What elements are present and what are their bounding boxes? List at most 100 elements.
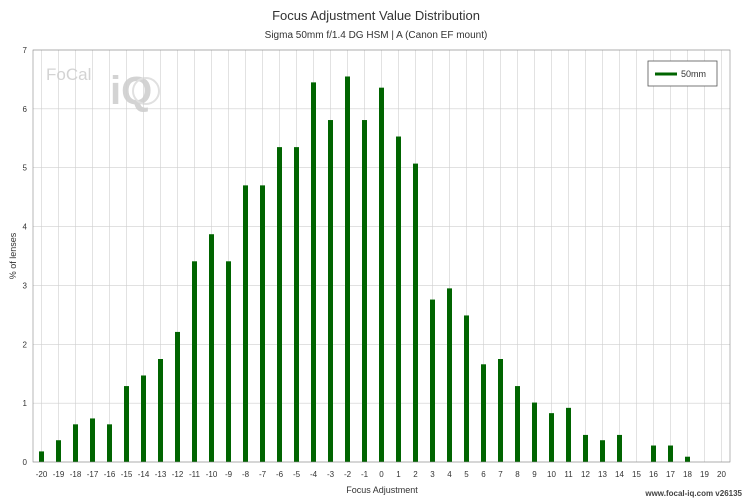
x-tick-labels: -20 -19 -18 -17 -16 -15 -14 -13 -12 -11 -10 -9 -8 -7-…	[36, 470, 727, 479]
bar-5	[464, 315, 469, 462]
bar--8	[243, 185, 248, 462]
x-tick-label: 16	[649, 470, 658, 479]
bar--17	[90, 418, 95, 462]
bar--20	[39, 451, 44, 462]
bar-series	[39, 76, 690, 462]
x-tick-label: 14	[615, 470, 624, 479]
x-tick-label: 3	[430, 470, 435, 479]
y-tick-label: 2	[23, 340, 28, 349]
bar--7	[260, 185, 265, 462]
footer-watermark: www.focal-iq.com v26135	[644, 489, 742, 498]
bar--3	[328, 120, 333, 462]
bar--13	[158, 359, 163, 462]
bar-2	[413, 163, 418, 462]
bar-14	[617, 434, 622, 462]
bar-18	[685, 456, 690, 462]
x-tick-label: -9	[225, 470, 233, 479]
legend: 50mm	[647, 60, 718, 87]
bar--10	[209, 234, 214, 462]
x-tick-label: -14	[138, 470, 150, 479]
bar-12	[583, 434, 588, 462]
x-tick-label: -16	[104, 470, 116, 479]
x-tick-label: 9	[532, 470, 537, 479]
x-tick-label: 0	[379, 470, 384, 479]
legend-label: 50mm	[681, 69, 706, 79]
x-tick-label: 12	[581, 470, 590, 479]
chart-subtitle: Sigma 50mm f/1.4 DG HSM | A (Canon EF mo…	[265, 30, 488, 41]
bar-7	[498, 359, 503, 462]
y-tick-label: 6	[23, 105, 28, 114]
x-tick-label: 5	[464, 470, 469, 479]
bar--19	[56, 440, 61, 462]
x-tick-label: 7	[498, 470, 503, 479]
x-tick-label: -11	[189, 470, 201, 479]
x-tick-label: 8	[515, 470, 520, 479]
bar-17	[668, 445, 673, 462]
bar--1	[362, 120, 367, 462]
bar--16	[107, 424, 112, 462]
bar--14	[141, 375, 146, 462]
bar--12	[175, 331, 180, 462]
bar--5	[294, 147, 299, 462]
bar-11	[566, 407, 571, 462]
bar--15	[124, 386, 129, 462]
x-tick-label: -18	[70, 470, 82, 479]
x-tick-label: -8	[242, 470, 250, 479]
bar-8	[515, 386, 520, 462]
bar-16	[651, 445, 656, 462]
bar--6	[277, 147, 282, 462]
bar-9	[532, 402, 537, 462]
bar-3	[430, 299, 435, 462]
x-tick-label: 10	[547, 470, 556, 479]
bar-6	[481, 364, 486, 462]
x-tick-label: -7	[259, 470, 267, 479]
x-tick-label: 1	[396, 470, 401, 479]
focal-iq-logo: FoCal iQ	[46, 65, 160, 113]
y-tick-label: 0	[23, 458, 28, 467]
x-tick-label: -2	[344, 470, 352, 479]
logo-text-iq: iQ	[110, 69, 152, 113]
x-tick-label: -3	[327, 470, 335, 479]
bar--4	[311, 82, 316, 462]
x-tick-label: -15	[121, 470, 133, 479]
bar--18	[73, 424, 78, 462]
x-tick-label: -19	[53, 470, 65, 479]
x-tick-label: -4	[310, 470, 318, 479]
x-tick-label: -13	[155, 470, 167, 479]
x-tick-label: 2	[413, 470, 418, 479]
plot-area-frame	[32, 49, 731, 463]
x-tick-label: -12	[172, 470, 184, 479]
bar-0	[379, 87, 384, 462]
bar--9	[226, 261, 231, 462]
x-tick-label: -1	[361, 470, 369, 479]
x-tick-label: 19	[700, 470, 709, 479]
y-tick-label: 3	[23, 281, 28, 290]
x-tick-label: -6	[276, 470, 284, 479]
x-tick-label: 20	[717, 470, 726, 479]
x-tick-label: -10	[206, 470, 218, 479]
x-tick-label: 17	[666, 470, 675, 479]
bar-4	[447, 288, 452, 462]
chart-title: Focus Adjustment Value Distribution	[272, 8, 480, 23]
x-tick-label: 13	[598, 470, 607, 479]
x-tick-label: 18	[683, 470, 692, 479]
y-axis-label: % of lenses	[8, 232, 18, 279]
x-tick-label: 6	[481, 470, 486, 479]
bar-13	[600, 440, 605, 462]
x-tick-label: -20	[36, 470, 48, 479]
logo-lens-circle	[132, 77, 160, 105]
bar--11	[192, 261, 197, 462]
x-axis-label: Focus Adjustment	[346, 485, 418, 495]
x-tick-label: -5	[293, 470, 301, 479]
bar-1	[396, 136, 401, 462]
y-tick-label: 1	[23, 399, 28, 408]
x-tick-label: 11	[564, 470, 573, 479]
x-tick-label: 15	[632, 470, 641, 479]
x-tick-label: 4	[447, 470, 452, 479]
logo-text-focal: FoCal	[46, 65, 91, 84]
y-tick-label: 5	[23, 164, 28, 173]
y-tick-label: 4	[23, 223, 28, 232]
y-tick-labels: 0 1 2 3 4 5 6 7	[23, 46, 28, 467]
bar--2	[345, 76, 350, 462]
